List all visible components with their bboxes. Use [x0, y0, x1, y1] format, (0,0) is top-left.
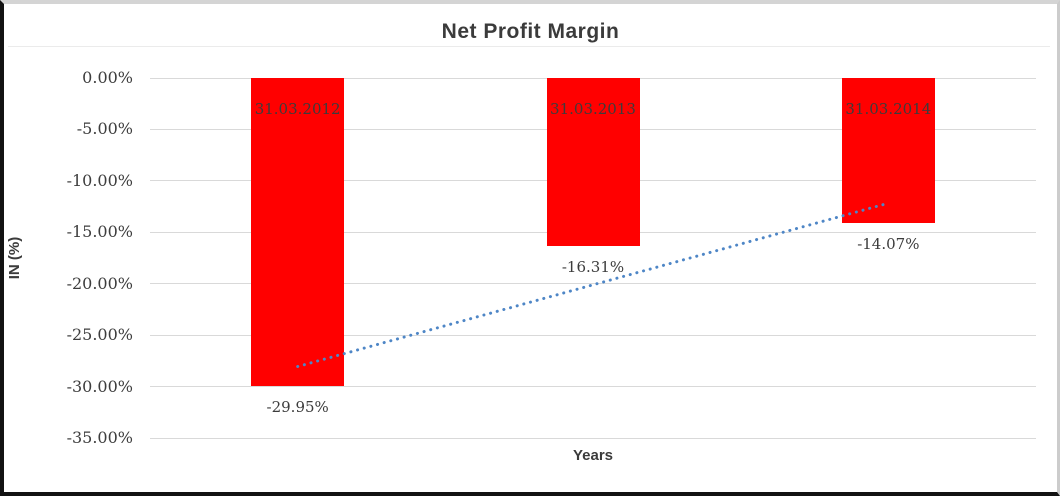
y-tick-label: -30.00%: [66, 376, 133, 396]
y-tick-label: -15.00%: [66, 222, 133, 242]
category-label: 31.03.2014: [845, 100, 932, 118]
trendline: [296, 201, 890, 369]
background-row-line: [8, 46, 1050, 47]
bar-31.03.2012: [251, 78, 345, 387]
value-label: -16.31%: [561, 257, 625, 276]
category-label: 31.03.2012: [254, 100, 341, 118]
y-axis-title: IN (%): [6, 236, 23, 280]
y-tick-label: -10.00%: [66, 170, 133, 190]
y-tick-label: -20.00%: [66, 273, 133, 293]
value-label: -14.07%: [857, 234, 920, 253]
bar-31.03.2014: [841, 78, 935, 223]
gridline: [150, 386, 1036, 388]
y-tick-label: -25.00%: [66, 325, 133, 345]
trendline-path: [296, 201, 890, 369]
value-label: -29.95%: [266, 398, 329, 417]
x-axis-title: Years: [572, 447, 614, 464]
y-tick-label: -5.00%: [76, 119, 133, 139]
chart-title: Net Profit Margin: [4, 20, 1057, 44]
gridline: [150, 283, 1036, 285]
y-tick-label: 0.00%: [82, 68, 133, 87]
category-label: 31.03.2013: [550, 100, 636, 118]
gridline: [150, 334, 1036, 336]
bar-31.03.2013: [546, 78, 640, 246]
gridline: [150, 437, 1036, 439]
y-tick-label: -35.00%: [66, 428, 133, 447]
plot-area: 31.03.2012 -29.95% 31.03.2013 -16.31% 31.03.…: [150, 77, 1036, 439]
chart-title-text: Net Profit Margin: [431, 20, 630, 44]
